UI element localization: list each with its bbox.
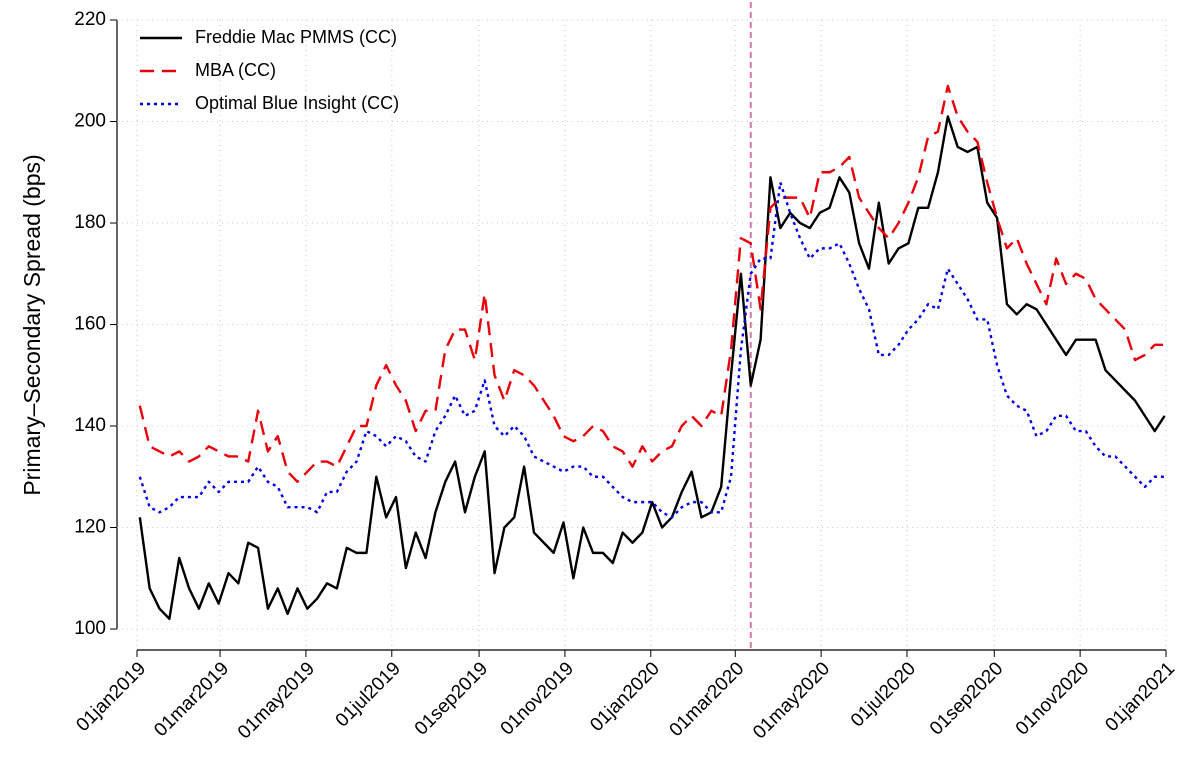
x-tick-label: 01jul2020 <box>847 658 920 731</box>
legend: Freddie Mac PMMS (CC) MBA (CC) Optimal Blu… <box>140 27 399 113</box>
x-tick-label: 01mar2020 <box>666 658 749 741</box>
x-tick-label: 01jul2019 <box>332 658 405 731</box>
x-tick-label: 01sep2020 <box>926 658 1007 739</box>
legend-label: Freddie Mac PMMS (CC) <box>195 27 397 47</box>
y-tick-label: 220 <box>74 9 106 30</box>
y-tick-label: 100 <box>74 618 106 639</box>
series-line <box>138 181 1165 519</box>
y-tick-label: 140 <box>74 415 106 436</box>
x-tick-label: 01mar2019 <box>150 658 233 741</box>
y-axis-title: Primary–Secondary Spread (bps) <box>19 154 45 495</box>
x-tick-label: 01may2019 <box>234 658 319 743</box>
x-tick-label: 01sep2019 <box>411 658 492 739</box>
x-tick-label: 01jan2020 <box>586 658 664 736</box>
y-tick-label: 200 <box>74 111 106 132</box>
x-tick-label: 01may2020 <box>749 658 834 743</box>
legend-label: MBA (CC) <box>195 60 276 80</box>
series-line <box>138 115 1166 621</box>
x-tick-label: 01jan2021 <box>1101 658 1179 736</box>
x-tick-label: 01nov2019 <box>497 658 578 739</box>
legend-label: Optimal Blue Insight (CC) <box>195 93 399 113</box>
series-line <box>138 84 1165 484</box>
x-tick-label: 01nov2020 <box>1012 658 1093 739</box>
y-tick-label: 160 <box>74 314 106 335</box>
x-tick-label: 01jan2019 <box>72 658 150 736</box>
y-tick-label: 180 <box>74 212 106 233</box>
y-tick-label: 120 <box>74 517 106 538</box>
